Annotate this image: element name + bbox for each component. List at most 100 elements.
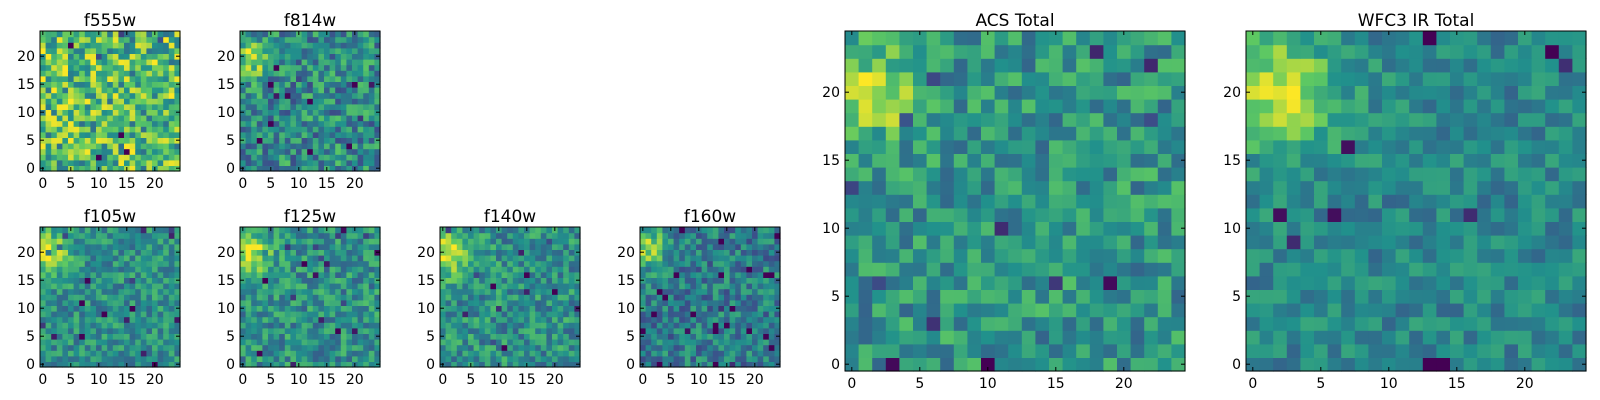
heatmap-cell [135, 42, 142, 49]
heatmap-cell [290, 294, 297, 301]
heatmap-cell [307, 238, 314, 245]
heatmap-cell [374, 120, 381, 127]
heatmap-cell [1157, 194, 1172, 209]
heatmap-cell [262, 243, 269, 250]
heatmap-cell [245, 311, 252, 318]
heatmap-cell [953, 85, 968, 100]
heatmap-cell [62, 299, 69, 306]
heatmap-cell [296, 81, 303, 88]
heatmap-cell [940, 316, 955, 331]
heatmap-cell [318, 361, 325, 368]
x-tick-label: 20 [346, 176, 364, 192]
heatmap-cell [651, 339, 658, 346]
heatmap-cell [101, 316, 108, 323]
heatmap-cell [518, 333, 525, 340]
heatmap-cell [318, 47, 325, 54]
heatmap-cell [940, 126, 955, 141]
heatmap-cell [279, 361, 286, 368]
heatmap-cell [524, 322, 531, 329]
heatmap-cell [318, 92, 325, 99]
heatmap-cell [1008, 44, 1023, 59]
heatmap-cell [346, 143, 353, 150]
heatmap-cell [256, 277, 263, 284]
heatmap-cell [40, 59, 47, 66]
heatmap-cell [240, 311, 247, 318]
heatmap-cell [763, 316, 770, 323]
heatmap-cell [174, 271, 181, 278]
heatmap-cell [357, 81, 364, 88]
heatmap-cell [1531, 330, 1546, 345]
heatmap-cell [1062, 58, 1077, 73]
heatmap-cell [135, 333, 142, 340]
heatmap-cell [157, 137, 164, 144]
heatmap-cell [535, 232, 542, 239]
heatmap-cell [552, 243, 559, 250]
heatmap-cell [574, 322, 581, 329]
heatmap-cell [329, 126, 336, 133]
heatmap-cell [712, 322, 719, 329]
heatmap-cell [335, 333, 342, 340]
heatmap-cell [357, 266, 364, 273]
heatmap-cell [51, 294, 58, 301]
heatmap-cell [68, 277, 75, 284]
heatmap-cell [357, 31, 364, 38]
heatmap-cell [45, 75, 52, 82]
heatmap-cell [1259, 343, 1274, 358]
heatmap-cell [273, 53, 280, 60]
heatmap-cell [312, 148, 319, 155]
heatmap-cell [284, 98, 291, 105]
heatmap-cell [296, 47, 303, 54]
heatmap-cell [168, 70, 175, 77]
heatmap-cell [451, 288, 458, 295]
heatmap-cell [68, 53, 75, 60]
heatmap-cell [135, 316, 142, 323]
heatmap-cell [1314, 316, 1329, 331]
heatmap-cell [563, 294, 570, 301]
heatmap-cell [262, 277, 269, 284]
heatmap-cell [668, 238, 675, 245]
heatmap-cell [62, 81, 69, 88]
heatmap-cell [251, 87, 258, 94]
heatmap-cell [1144, 31, 1159, 46]
heatmap-cell [324, 238, 331, 245]
heatmap-cell [1103, 99, 1118, 114]
heatmap-cell [1021, 58, 1036, 73]
heatmap-cell [51, 361, 58, 368]
heatmap-cell [340, 92, 347, 99]
heatmap-cell [112, 47, 119, 54]
heatmap-cell [468, 288, 475, 295]
heatmap-cell [262, 350, 269, 357]
heatmap-cell [45, 81, 52, 88]
heatmap-cell [1021, 235, 1036, 250]
heatmap-cell [1171, 289, 1186, 304]
heatmap-cell [79, 103, 86, 110]
heatmap-cell [140, 47, 147, 54]
heatmap-cell [1300, 289, 1315, 304]
heatmap-cell [62, 154, 69, 161]
heatmap-cell [673, 227, 680, 234]
heatmap-cell [124, 47, 131, 54]
heatmap-cell [79, 288, 86, 295]
heatmap-cell [1531, 180, 1546, 195]
heatmap-cell [1395, 207, 1410, 222]
heatmap-cell [124, 249, 131, 256]
heatmap-cell [451, 327, 458, 334]
heatmap-cell [101, 232, 108, 239]
heatmap-cell [251, 109, 258, 116]
heatmap-cell [340, 75, 347, 82]
heatmap-cell [967, 167, 982, 182]
y-tick-label: 5 [831, 289, 840, 305]
heatmap-cell [174, 255, 181, 262]
heatmap-cell [899, 44, 914, 59]
heatmap-cell [484, 238, 491, 245]
heatmap-cell [256, 115, 263, 122]
heatmap-cell [340, 305, 347, 312]
heatmap-cell [718, 266, 725, 273]
x-tick-label: 0 [38, 176, 47, 192]
heatmap-cell [518, 339, 525, 346]
heatmap-cell [245, 339, 252, 346]
heatmap-cell [456, 283, 463, 290]
heatmap-cell [79, 344, 86, 351]
heatmap-cell [1314, 235, 1329, 250]
heatmap-cell [512, 288, 519, 295]
